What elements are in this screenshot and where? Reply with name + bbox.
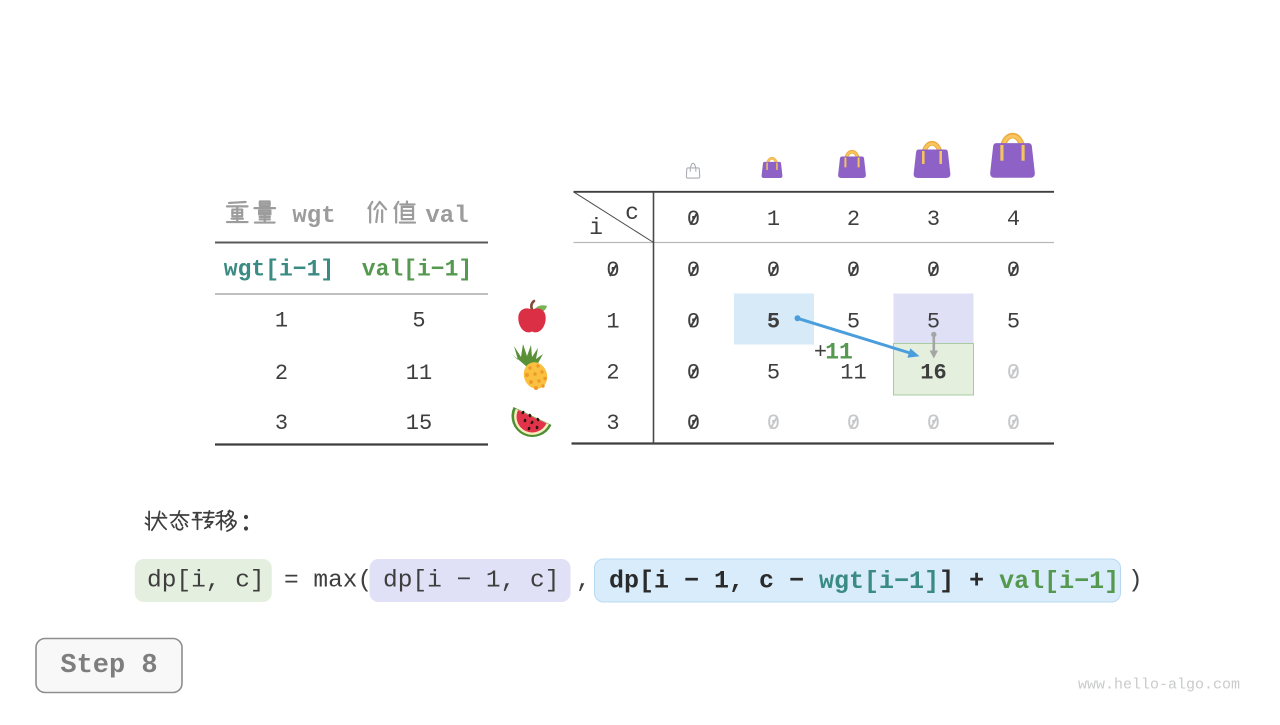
svg-text:c: c xyxy=(625,200,639,226)
svg-text:11: 11 xyxy=(406,361,432,386)
svg-text:15: 15 xyxy=(406,411,432,436)
svg-text:,: , xyxy=(576,568,591,595)
svg-text:wgt[i−1]: wgt[i−1] xyxy=(224,257,334,283)
svg-text:5: 5 xyxy=(767,360,780,385)
svg-text:16: 16 xyxy=(920,360,946,385)
svg-text:dp[i − 1, c]: dp[i − 1, c] xyxy=(383,568,559,595)
svg-text:+: + xyxy=(814,340,827,365)
svg-text:5: 5 xyxy=(927,309,940,334)
svg-text:3: 3 xyxy=(606,411,619,436)
svg-text:wgt: wgt xyxy=(292,203,335,230)
svg-text:i: i xyxy=(589,215,603,241)
svg-text:5: 5 xyxy=(847,309,860,334)
svg-text:2: 2 xyxy=(275,361,288,386)
svg-text:4: 4 xyxy=(1007,207,1020,232)
svg-text:1: 1 xyxy=(606,309,619,334)
svg-text:= max(: = max( xyxy=(284,568,372,595)
svg-text:www.hello-algo.com: www.hello-algo.com xyxy=(1078,677,1240,694)
svg-text:2: 2 xyxy=(606,360,619,385)
svg-text:3: 3 xyxy=(275,411,288,436)
svg-text:): ) xyxy=(1128,568,1143,595)
svg-text:dp[i, c]: dp[i, c] xyxy=(147,568,265,595)
svg-text:3: 3 xyxy=(927,207,940,232)
svg-text:11: 11 xyxy=(825,339,853,365)
svg-text:2: 2 xyxy=(847,207,860,232)
svg-text:5: 5 xyxy=(767,309,780,334)
svg-text:dp[i − 1, c − wgt[i−1]] + val[: dp[i − 1, c − wgt[i−1]] + val[i−1] xyxy=(609,567,1119,596)
svg-text:val: val xyxy=(425,203,468,230)
svg-text:val[i−1]: val[i−1] xyxy=(362,257,472,283)
svg-text:1: 1 xyxy=(275,309,288,334)
svg-text:5: 5 xyxy=(1007,309,1020,334)
svg-text:11: 11 xyxy=(840,360,866,385)
svg-text:1: 1 xyxy=(767,207,780,232)
svg-text:Step 8: Step 8 xyxy=(60,651,157,681)
svg-text:5: 5 xyxy=(412,309,425,334)
